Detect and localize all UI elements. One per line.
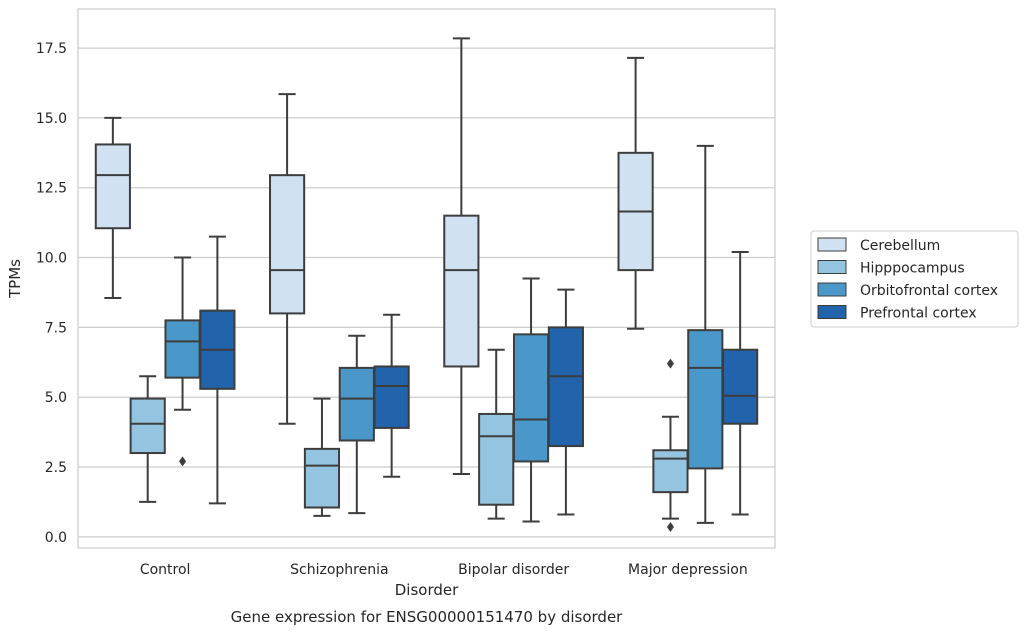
box-cerebellum (94, 116, 131, 300)
iqr-box (443, 214, 480, 368)
box-orbitofrontal-cortex (687, 144, 724, 524)
iqr-box (652, 449, 689, 494)
box-hipppocampus (478, 348, 515, 520)
legend-swatch (817, 260, 847, 274)
iqr-box (547, 326, 584, 448)
iqr-box (269, 174, 306, 315)
box-prefrontal-cortex (722, 250, 759, 516)
iqr-box (512, 333, 550, 463)
x-tick-label: Bipolar disorder (458, 562, 569, 578)
box-cerebellum (617, 56, 654, 330)
iqr-box (373, 365, 410, 429)
x-axis-label: Disorder (395, 581, 459, 599)
legend: Cerebellum Hipppocampus Orbitofrontal cort… (810, 230, 1019, 328)
iqr-box (303, 447, 341, 509)
x-tick-label: Control (140, 562, 191, 578)
iqr-box (129, 397, 166, 455)
legend-swatch (817, 282, 847, 297)
iqr-box (478, 412, 515, 506)
box-hipppocampus (129, 375, 166, 503)
y-tick-label: 17.5 (36, 41, 67, 57)
box-series (94, 37, 759, 533)
y-tick-label: 12.5 (36, 181, 67, 197)
iqr-box (722, 348, 759, 425)
iqr-box (94, 143, 131, 230)
y-axis-label: TPMs (6, 259, 24, 299)
legend-label: Cerebellum (860, 238, 940, 254)
outlier-point (666, 358, 674, 369)
y-tick-labels: 0.0 2.5 5.0 7.5 10.0 12.5 15.0 17.5 (36, 41, 67, 546)
x-tick-labels: Control Schizophrenia Bipolar disorder Majo… (140, 562, 748, 578)
iqr-box (164, 319, 201, 379)
legend-label: Orbitofrontal cortex (860, 283, 998, 299)
legend-frame (810, 230, 1019, 328)
box-orbitofrontal-cortex (338, 334, 375, 515)
box-prefrontal-cortex (373, 313, 410, 478)
y-tick-label: 2.5 (45, 460, 67, 476)
box-cerebellum (269, 93, 306, 425)
legend-swatch (817, 305, 847, 319)
box-hipppocampus (303, 397, 341, 517)
outlier-point (179, 456, 187, 467)
y-tick-label: 5.0 (45, 390, 67, 406)
plot-area-frame (77, 8, 776, 549)
outlier-point (666, 522, 674, 533)
figure-caption: Gene expression for ENSG00000151470 by d… (231, 608, 624, 626)
box-hipppocampus (652, 358, 689, 533)
iqr-box (687, 329, 724, 470)
legend-label: Hipppocampus (860, 261, 965, 277)
y-tick-label: 7.5 (45, 320, 67, 336)
y-tick-label: 15.0 (36, 111, 67, 127)
x-tick-label: Major depression (628, 562, 748, 578)
iqr-box (338, 366, 375, 442)
legend-swatch (817, 237, 847, 252)
legend-label: Prefrontal cortex (860, 306, 977, 322)
box-prefrontal-cortex (547, 288, 584, 516)
box-orbitofrontal-cortex (512, 277, 550, 523)
y-tick-label: 10.0 (36, 251, 67, 267)
box-cerebellum (443, 37, 480, 475)
box-prefrontal-cortex (199, 235, 236, 505)
box-orbitofrontal-cortex (164, 256, 201, 467)
x-tick-label: Schizophrenia (290, 562, 388, 578)
y-tick-label: 0.0 (45, 530, 67, 546)
